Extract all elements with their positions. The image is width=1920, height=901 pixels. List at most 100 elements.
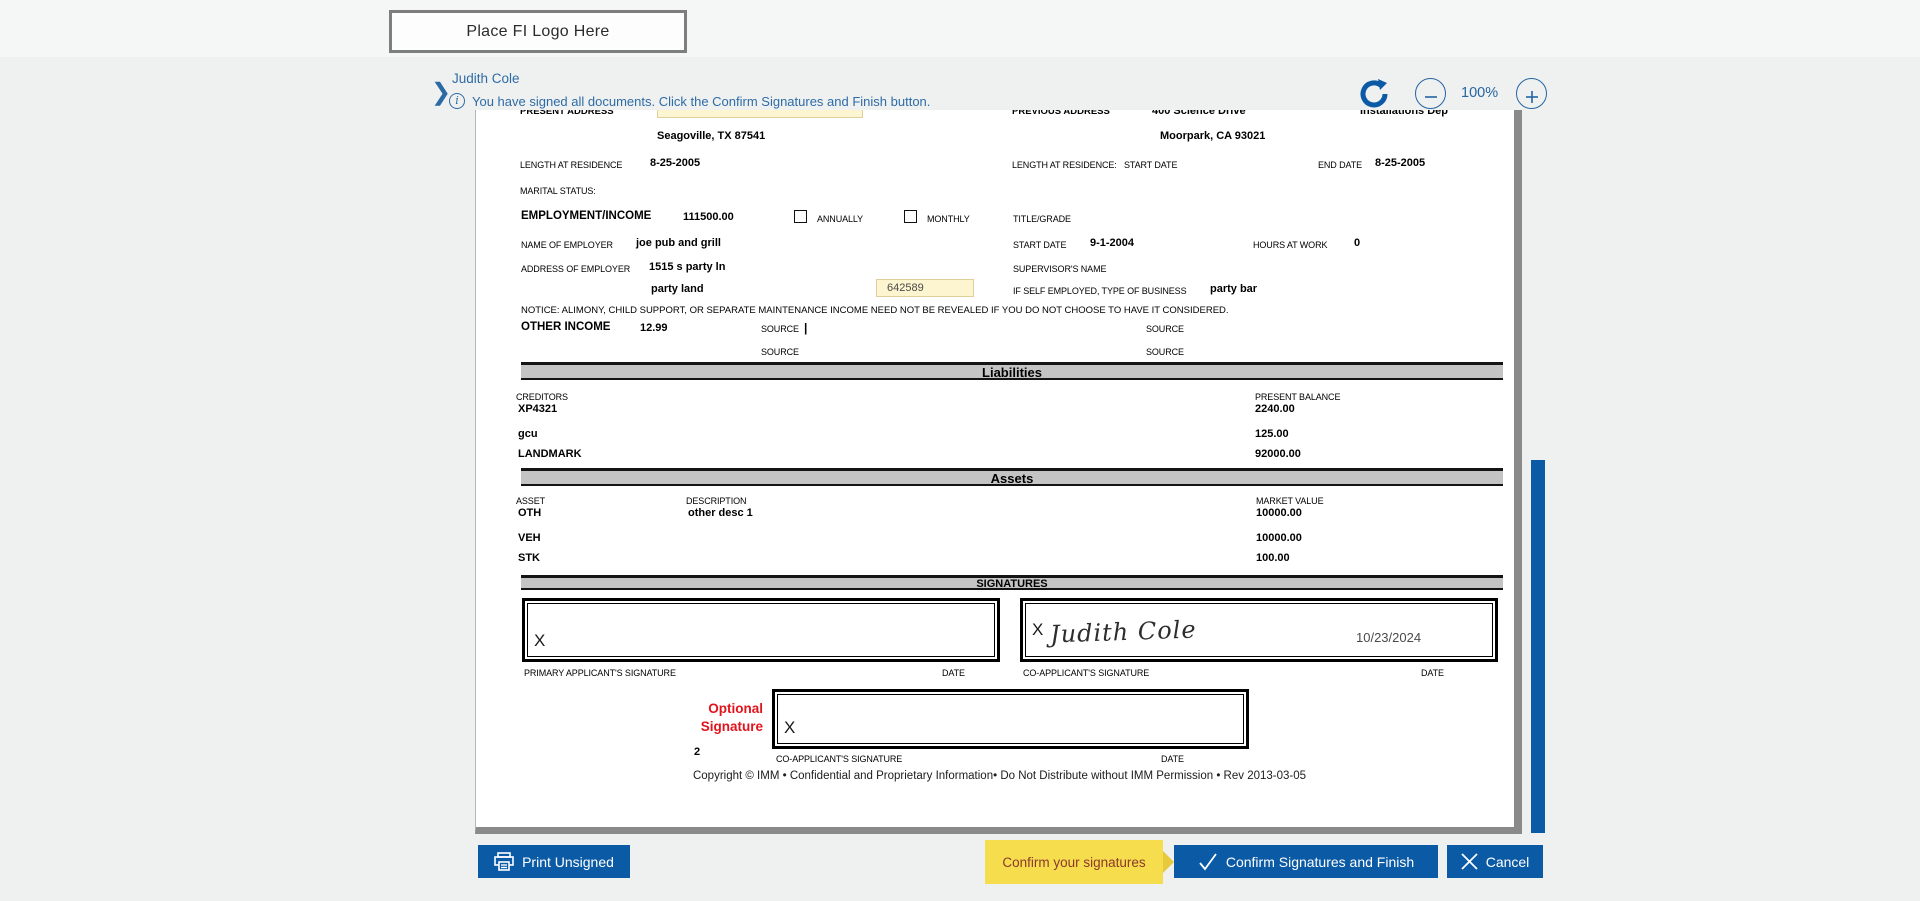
end-date-value: 8-25-2005 — [1375, 157, 1426, 169]
x-icon — [1461, 853, 1478, 870]
other-income-label: OTHER INCOME — [521, 321, 611, 333]
toolbar: ❯ Judith Cole i You have signed all docu… — [0, 57, 1920, 110]
emp-start-date-value: 9-1-2004 — [1090, 237, 1135, 249]
document-page: PRESENT ADDRESS 200 Palm St PREVIOUS ADD… — [475, 90, 1522, 834]
co-applicant-x-mark: X — [1032, 620, 1044, 639]
zoom-out-button[interactable] — [1415, 78, 1446, 109]
scrollbar-thumb[interactable] — [1531, 460, 1545, 833]
primary-signature-label: PRIMARY APPLICANT'S SIGNATURE — [524, 668, 676, 678]
primary-signature-area[interactable]: X — [527, 603, 995, 657]
source-label-1: SOURCE — [761, 324, 799, 334]
title-grade-label: TITLE/GRADE — [1013, 214, 1071, 224]
liability-row-creditor: LANDMARK — [518, 448, 582, 460]
emp-start-date-label: START DATE — [1013, 240, 1067, 250]
source-label-4: SOURCE — [1146, 347, 1184, 357]
print-unsigned-button[interactable]: Print Unsigned — [478, 845, 630, 878]
text-cursor: | — [804, 321, 808, 335]
employment-income-value: 111500.00 — [683, 211, 734, 223]
optional-date-label: DATE — [1161, 754, 1184, 764]
co-applicant-signature-date: 10/23/2024 — [1356, 630, 1422, 645]
print-unsigned-label: Print Unsigned — [522, 853, 614, 870]
employer-address-line2: party land — [651, 283, 704, 295]
signatures-section-header: SIGNATURES — [521, 575, 1503, 590]
optional-signature-number: 2 — [694, 746, 701, 758]
chevron-right-icon[interactable]: ❯ — [431, 79, 452, 106]
zoom-level: 100% — [1461, 85, 1499, 101]
optional-signature-area[interactable]: X — [777, 694, 1244, 744]
monthly-label: MONTHLY — [927, 214, 970, 224]
liabilities-section-header: Liabilities — [521, 362, 1503, 380]
asset-row-value: 10000.00 — [1256, 507, 1302, 519]
optional-co-applicant-label: CO-APPLICANT'S SIGNATURE — [776, 754, 903, 764]
cancel-label: Cancel — [1485, 853, 1530, 870]
optional-signature-box[interactable]: X — [772, 689, 1249, 749]
length-residence-label: LENGTH AT RESIDENCE — [520, 160, 623, 170]
address-of-employer-value: 1515 s party ln — [649, 261, 726, 273]
present-balance-column-header: PRESENT BALANCE — [1255, 392, 1341, 402]
start-date-label: START DATE — [1124, 160, 1178, 170]
status-message: You have signed all documents. Click the… — [472, 94, 931, 109]
source-label-3: SOURCE — [761, 347, 799, 357]
name-of-employer-value: joe pub and grill — [636, 237, 721, 249]
confirm-signatures-tooltip: Confirm your signatures — [985, 840, 1163, 884]
creditors-column-header: CREDITORS — [516, 392, 568, 402]
end-date-label: END DATE — [1318, 160, 1363, 170]
top-header: Place FI Logo Here — [0, 0, 1920, 57]
prev-length-residence-label: LENGTH AT RESIDENCE: — [1012, 160, 1117, 170]
co-applicant-signature: Judith Cole — [1049, 615, 1197, 649]
previous-city: Moorpark, CA 93021 — [1160, 130, 1266, 142]
cancel-button[interactable]: Cancel — [1447, 845, 1543, 878]
asset-column-header: ASSET — [516, 496, 546, 506]
monthly-checkbox[interactable] — [904, 210, 917, 223]
co-applicant-date-label: DATE — [1421, 668, 1444, 678]
liability-row-creditor: XP4321 — [518, 403, 558, 415]
asset-row-value: 10000.00 — [1256, 532, 1302, 544]
confirm-signatures-finish-button[interactable]: Confirm Signatures and Finish — [1174, 845, 1438, 878]
present-address-label: PRESENT ADDRESS — [520, 106, 614, 117]
signer-name: Judith Cole — [452, 71, 520, 86]
primary-date-label: DATE — [942, 668, 965, 678]
previous-address-label: PREVIOUS ADDRESS — [1012, 106, 1110, 117]
zoom-in-button[interactable] — [1516, 78, 1547, 109]
annually-checkbox[interactable] — [794, 210, 807, 223]
supervisor-label: SUPERVISOR'S NAME — [1013, 264, 1107, 274]
primary-x-mark: X — [534, 631, 546, 650]
present-city: Seagoville, TX 87541 — [657, 130, 766, 142]
hours-at-work-value: 0 — [1354, 237, 1361, 249]
address-of-employer-label: ADDRESS OF EMPLOYER — [521, 264, 631, 274]
self-employed-label: IF SELF EMPLOYED, TYPE OF BUSINESS — [1013, 286, 1187, 296]
refresh-icon[interactable] — [1356, 76, 1392, 117]
liability-row-balance: 92000.00 — [1255, 448, 1301, 460]
liability-row-balance: 125.00 — [1255, 428, 1289, 440]
source-label-2: SOURCE — [1146, 324, 1184, 334]
printer-icon — [494, 852, 514, 871]
length-residence-value: 8-25-2005 — [650, 157, 701, 169]
liability-row-balance: 2240.00 — [1255, 403, 1295, 415]
primary-signature-box[interactable]: X — [522, 598, 1000, 662]
highlighted-field[interactable]: 642589 — [876, 279, 974, 297]
asset-row-value: 100.00 — [1256, 552, 1290, 564]
asset-row-type: STK — [518, 552, 540, 564]
employment-income-label: EMPLOYMENT/INCOME — [521, 210, 652, 222]
co-applicant-signature-label: CO-APPLICANT'S SIGNATURE — [1023, 668, 1150, 678]
other-income-value: 12.99 — [640, 322, 668, 334]
optional-signature-label-line2: Signature — [700, 719, 763, 734]
self-employed-value: party bar — [1210, 283, 1258, 295]
annually-label: ANNUALLY — [817, 214, 864, 224]
checkmark-icon — [1199, 852, 1217, 870]
hours-at-work-label: HOURS AT WORK — [1253, 240, 1328, 250]
confirm-signatures-finish-label: Confirm Signatures and Finish — [1225, 853, 1415, 870]
marital-status-label: MARITAL STATUS: — [520, 186, 596, 196]
name-of-employer-label: NAME OF EMPLOYER — [521, 240, 613, 250]
optional-x-mark: X — [784, 718, 796, 737]
asset-row-description: other desc 1 — [688, 507, 753, 519]
market-value-column-header: MARKET VALUE — [1256, 496, 1324, 506]
copyright-line: Copyright © IMM • Confidential and Propr… — [692, 770, 1307, 782]
asset-row-type: OTH — [518, 507, 542, 519]
co-applicant-signature-area[interactable]: X Judith Cole 10/23/2024 — [1025, 603, 1493, 657]
description-column-header: DESCRIPTION — [686, 496, 747, 506]
co-applicant-signature-box[interactable]: X Judith Cole 10/23/2024 — [1020, 598, 1498, 662]
notice-text: NOTICE: ALIMONY, CHILD SUPPORT, OR SEPAR… — [521, 305, 1229, 316]
liability-row-creditor: gcu — [518, 428, 538, 440]
